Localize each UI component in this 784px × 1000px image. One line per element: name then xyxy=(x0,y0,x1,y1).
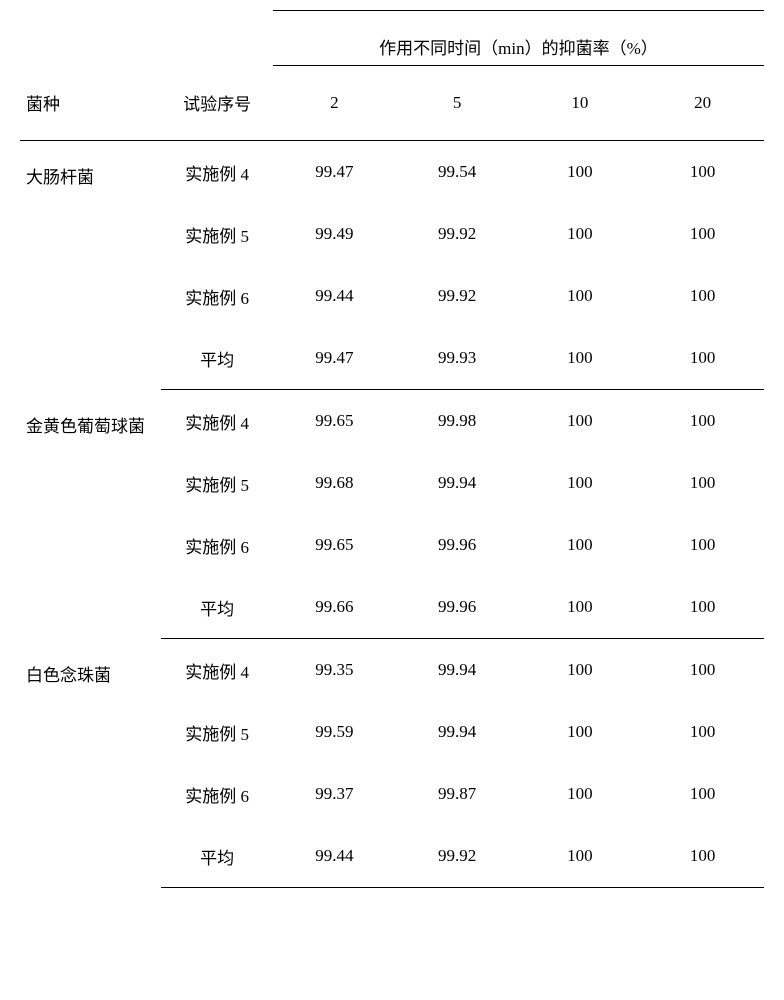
trial-cell: 实施例 6 xyxy=(161,265,273,327)
value-cell: 100 xyxy=(641,141,764,204)
value-cell: 99.47 xyxy=(273,141,396,204)
table-row: 白色念珠菌 实施例 4 99.35 99.94 100 100 xyxy=(20,639,764,702)
col-header-t10: 10 xyxy=(518,66,641,141)
value-cell: 100 xyxy=(518,576,641,639)
table-row: 金黄色葡萄球菌 实施例 4 99.65 99.98 100 100 xyxy=(20,390,764,453)
value-cell: 100 xyxy=(641,327,764,390)
species-cell: 大肠杆菌 xyxy=(20,141,161,390)
species-cell: 金黄色葡萄球菌 xyxy=(20,390,161,639)
value-cell: 100 xyxy=(641,763,764,825)
value-cell: 100 xyxy=(641,701,764,763)
value-cell: 99.87 xyxy=(396,763,519,825)
value-cell: 100 xyxy=(518,701,641,763)
value-cell: 100 xyxy=(518,639,641,702)
value-cell: 99.65 xyxy=(273,514,396,576)
value-cell: 100 xyxy=(518,203,641,265)
value-cell: 99.92 xyxy=(396,825,519,888)
value-cell: 100 xyxy=(641,514,764,576)
value-cell: 100 xyxy=(518,327,641,390)
value-cell: 100 xyxy=(641,576,764,639)
trial-cell: 实施例 6 xyxy=(161,763,273,825)
value-cell: 100 xyxy=(518,825,641,888)
col-header-t2: 2 xyxy=(273,66,396,141)
value-cell: 100 xyxy=(518,763,641,825)
value-cell: 100 xyxy=(641,203,764,265)
trial-cell: 实施例 5 xyxy=(161,452,273,514)
spanner-label: 作用不同时间（min）的抑菌率（%） xyxy=(273,11,764,66)
value-cell: 100 xyxy=(518,452,641,514)
value-cell: 99.49 xyxy=(273,203,396,265)
value-cell: 99.47 xyxy=(273,327,396,390)
value-cell: 100 xyxy=(641,390,764,453)
trial-cell: 实施例 4 xyxy=(161,390,273,453)
value-cell: 99.94 xyxy=(396,639,519,702)
value-cell: 99.94 xyxy=(396,701,519,763)
value-cell: 100 xyxy=(641,639,764,702)
col-header-species: 菌种 xyxy=(20,66,161,141)
value-cell: 100 xyxy=(518,514,641,576)
value-cell: 99.37 xyxy=(273,763,396,825)
value-cell: 99.94 xyxy=(396,452,519,514)
value-cell: 99.66 xyxy=(273,576,396,639)
value-cell: 99.93 xyxy=(396,327,519,390)
value-cell: 99.44 xyxy=(273,265,396,327)
value-cell: 99.92 xyxy=(396,203,519,265)
value-cell: 99.96 xyxy=(396,514,519,576)
trial-cell: 平均 xyxy=(161,327,273,390)
value-cell: 100 xyxy=(518,390,641,453)
value-cell: 99.92 xyxy=(396,265,519,327)
trial-cell: 实施例 4 xyxy=(161,639,273,702)
col-header-t5: 5 xyxy=(396,66,519,141)
trial-cell: 实施例 5 xyxy=(161,701,273,763)
trial-cell: 实施例 6 xyxy=(161,514,273,576)
value-cell: 99.98 xyxy=(396,390,519,453)
value-cell: 99.96 xyxy=(396,576,519,639)
col-header-trial: 试验序号 xyxy=(161,66,273,141)
value-cell: 100 xyxy=(641,452,764,514)
trial-cell: 实施例 5 xyxy=(161,203,273,265)
table-header-row: 菌种 试验序号 2 5 10 20 xyxy=(20,66,764,141)
value-cell: 100 xyxy=(518,141,641,204)
trial-cell: 平均 xyxy=(161,825,273,888)
value-cell: 99.35 xyxy=(273,639,396,702)
trial-cell: 实施例 4 xyxy=(161,141,273,204)
value-cell: 100 xyxy=(641,265,764,327)
value-cell: 100 xyxy=(641,825,764,888)
table-row: 大肠杆菌 实施例 4 99.47 99.54 100 100 xyxy=(20,141,764,204)
table-spanner-row: 作用不同时间（min）的抑菌率（%） xyxy=(20,11,764,66)
value-cell: 99.44 xyxy=(273,825,396,888)
col-header-t20: 20 xyxy=(641,66,764,141)
value-cell: 99.54 xyxy=(396,141,519,204)
value-cell: 100 xyxy=(518,265,641,327)
trial-cell: 平均 xyxy=(161,576,273,639)
value-cell: 99.68 xyxy=(273,452,396,514)
inhibition-rate-table: 作用不同时间（min）的抑菌率（%） 菌种 试验序号 2 5 10 20 大肠杆… xyxy=(20,10,764,888)
species-cell: 白色念珠菌 xyxy=(20,639,161,888)
value-cell: 99.65 xyxy=(273,390,396,453)
value-cell: 99.59 xyxy=(273,701,396,763)
